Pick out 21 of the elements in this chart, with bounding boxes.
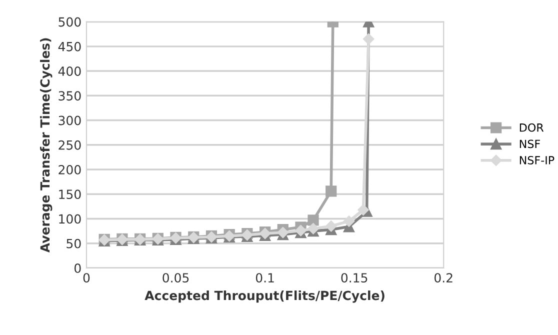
x-tick-label: 0: [83, 273, 90, 283]
y-tick-label: 200: [58, 164, 81, 174]
y-tick-label: 350: [58, 91, 81, 101]
legend-label: DOR: [520, 123, 544, 132]
x-tick-label: 0.15: [341, 273, 368, 283]
legend-label: NSF: [520, 140, 540, 148]
y-tick-label: 250: [58, 140, 81, 150]
y-tick-label: 100: [59, 214, 81, 224]
y-tick-label: 400: [58, 66, 81, 76]
x-tick-label: 0.05: [162, 273, 189, 283]
legend-label: NSF-IP: [520, 156, 554, 164]
x-tick-label: 0.1: [256, 273, 274, 283]
y-tick-label: 300: [58, 116, 81, 126]
y-tick-label: 0: [74, 263, 81, 273]
y-tick-label: 450: [58, 42, 81, 52]
x-tick-label: 0.2: [434, 273, 452, 283]
y-tick-label: 150: [59, 190, 81, 200]
x-axis-title: Accepted Throuput(Flits/PE/Cycle): [144, 290, 384, 303]
y-tick-label: 500: [58, 17, 81, 27]
y-axis-title: Average Transfer Time(Cycles): [40, 38, 52, 253]
y-tick-label: 50: [66, 238, 81, 248]
